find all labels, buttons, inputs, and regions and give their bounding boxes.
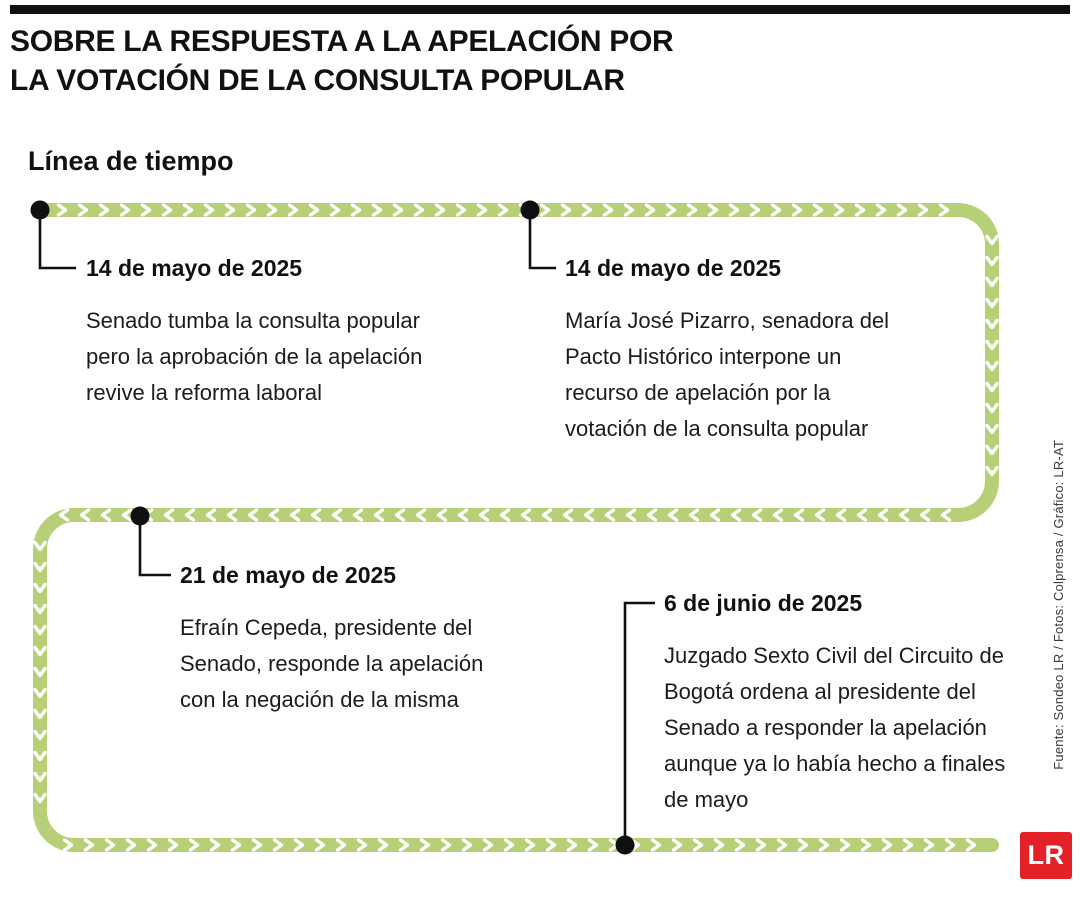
event-description: María José Pizarro, senadora del Pacto H… [565,308,890,441]
timeline-node-dot [615,835,635,855]
title-line-2: LA VOTACIÓN DE LA CONSULTA POPULAR [10,64,625,97]
event-connector-line [38,214,76,270]
lr-logo: LR [1020,832,1072,879]
event-date: 14 de mayo de 2025 [86,255,303,281]
timeline-event-4: 6 de junio de 2025 Juzgado Sexto Civil d… [664,588,1009,818]
event-description: Efraín Cepeda, presidente del Senado, re… [180,615,484,712]
event-connector-line [528,214,556,270]
event-description: Senado tumba la consulta popular pero la… [86,308,423,405]
timeline-subtitle: Línea de tiempo [28,146,234,176]
lr-logo-text: LR [1027,840,1065,870]
chevron-pattern [33,203,999,852]
timeline-event-2: 14 de mayo de 2025 María José Pizarro, s… [565,253,890,447]
event-date: 21 de mayo de 2025 [180,562,397,588]
timeline-node-dot [130,506,150,526]
title-line-1: SOBRE LA RESPUESTA A LA APELACIÓN POR [10,25,674,58]
event-date: 6 de junio de 2025 [664,590,863,616]
credits-note: Fuente: Sondeo LR / Fotos: Colprensa / G… [1051,440,1066,770]
timeline-node-dot [30,200,50,220]
event-connector-line [623,601,655,840]
timeline-band [33,203,999,852]
timeline-event-1: 14 de mayo de 2025 Senado tumba la consu… [86,253,446,411]
event-connector-line [138,521,171,577]
timeline-node-dot [520,200,540,220]
timeline-event-3: 21 de mayo de 2025 Efraín Cepeda, presid… [180,560,515,718]
event-date: 14 de mayo de 2025 [565,255,782,281]
timeline-node-dots [30,200,635,855]
event-connector-lines [38,214,655,840]
page-title: SOBRE LA RESPUESTA A LA APELACIÓN POR LA… [10,22,674,100]
event-description: Juzgado Sexto Civil del Circuito de Bogo… [664,643,1006,812]
top-rule [10,5,1070,14]
